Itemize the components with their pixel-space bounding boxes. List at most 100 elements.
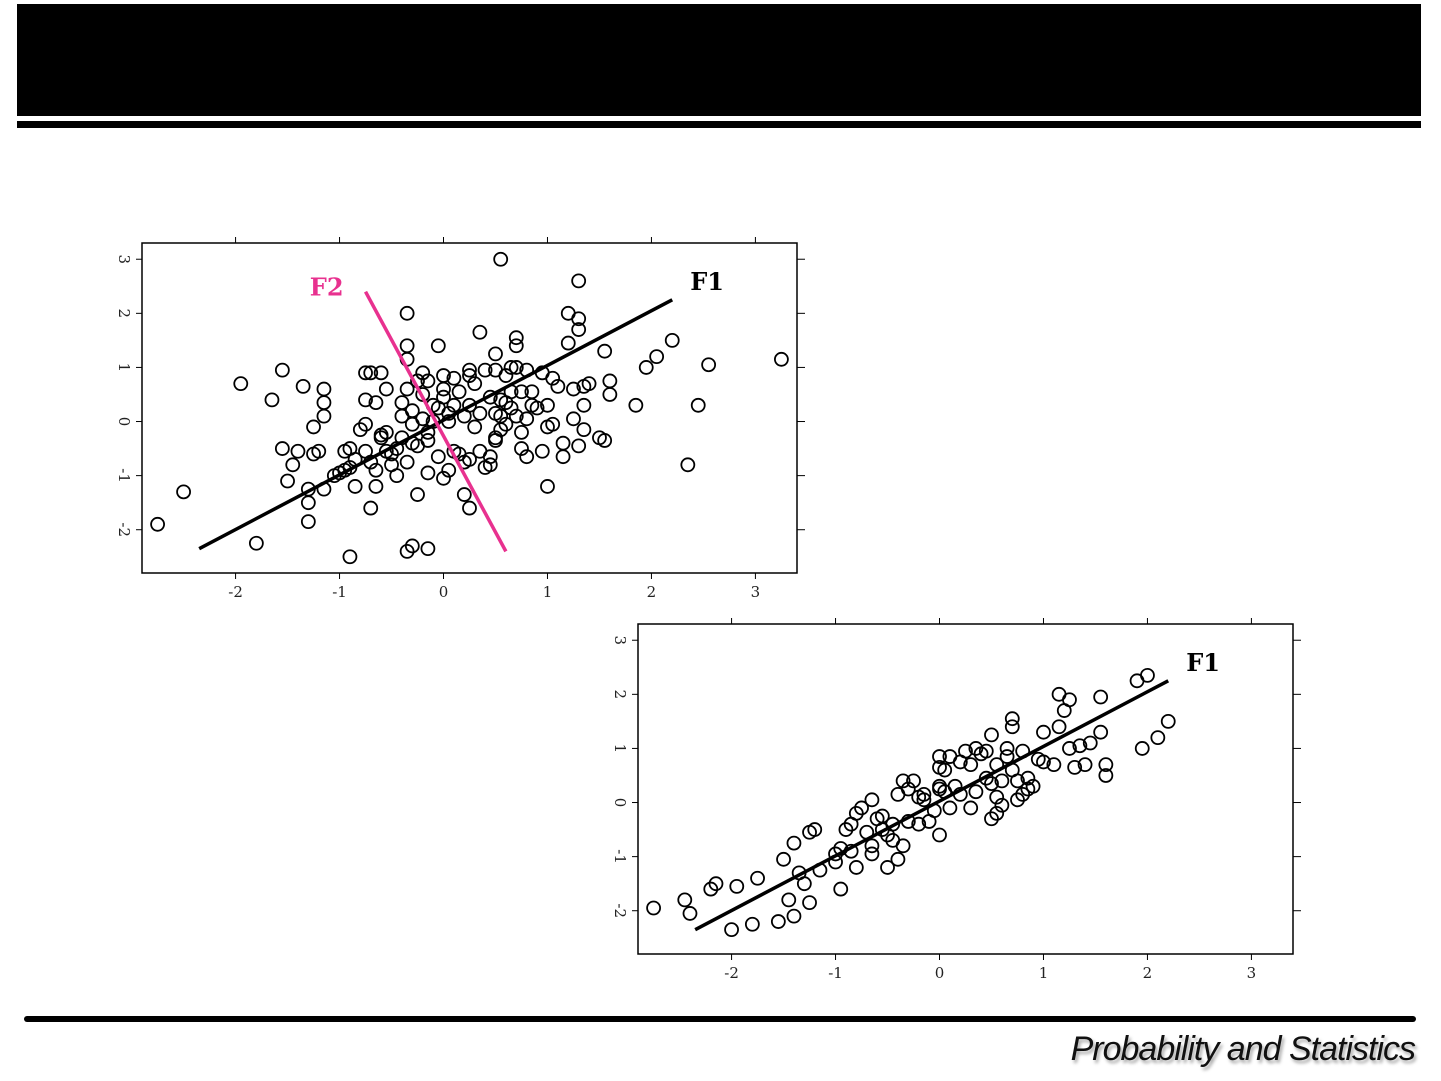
data-point [854,800,869,816]
data-point [602,387,618,402]
data-point [316,408,332,424]
data-point [1093,724,1109,740]
data-point [1134,741,1150,756]
data-point [680,457,696,473]
y-tick-label: 3 [115,254,133,264]
x-tick-label: 3 [751,583,761,601]
data-point [750,870,765,886]
data-point [649,349,665,365]
data-point [404,538,420,554]
data-point [399,454,415,470]
data-point [989,805,1005,821]
data-point [968,741,984,756]
data-point [602,373,618,389]
data-point [708,876,724,892]
data-point [664,332,680,348]
data-point [786,908,802,924]
data-point [347,479,363,494]
y-tick-label: -1 [115,468,133,483]
data-point [488,346,503,362]
data-point [571,438,587,454]
data-point [467,419,483,435]
data-point [378,424,394,440]
data-point [248,535,264,551]
data-point [399,305,415,321]
data-point [703,881,719,897]
data-point [508,338,524,354]
data-point [316,381,332,397]
data-point [508,408,524,424]
data-point [373,430,389,446]
data-point [1072,738,1088,754]
x-tick-label: -2 [228,583,243,601]
data-point [508,360,524,375]
data-point [1098,757,1114,773]
data-point [571,311,587,327]
data-point [895,773,911,789]
plot-frame [637,623,1294,955]
data-point [415,365,431,381]
data-point [1010,792,1025,808]
data-point [807,822,823,837]
data-point [394,395,410,410]
data-point [1140,667,1155,683]
data-point [358,416,373,432]
data-point [571,273,587,289]
data-point [462,500,477,516]
data-point [493,251,509,267]
axis-label-f1: F1 [690,267,724,296]
data-point [311,443,327,459]
data-point [932,749,947,764]
data-point [1010,773,1025,789]
data-point [906,773,921,789]
data-point [1062,692,1077,708]
data-point [514,424,529,440]
data-point [984,776,999,791]
data-point [900,781,916,797]
data-point [1160,713,1176,729]
x-tick-label: -1 [332,583,347,601]
data-point [352,422,368,438]
axis-line-f1 [694,679,1170,932]
axis-label-f1: F1 [1186,648,1220,677]
data-point [378,381,394,397]
data-point [864,838,880,854]
x-tick-label: -2 [724,964,739,982]
data-point [441,462,457,478]
data-point [937,762,953,778]
data-point [290,443,306,459]
data-point [342,549,358,565]
data-point [368,479,384,494]
data-point [316,395,332,410]
data-point [1036,754,1051,770]
data-point [833,881,849,897]
data-point [984,811,999,827]
data-point [508,330,524,346]
data-point [446,397,462,413]
data-point [781,892,797,908]
data-point [430,449,446,465]
data-point [597,343,613,359]
data-point [415,411,431,427]
data-point [373,365,389,381]
y-tick-label: 1 [115,363,133,373]
data-point [436,470,451,486]
header-rule [17,121,1421,128]
data-point [774,351,789,367]
x-tick-label: 1 [1039,964,1049,982]
data-point [911,816,927,832]
data-point [597,433,613,448]
data-point [472,324,488,340]
data-point [436,381,451,397]
data-point [1036,724,1051,740]
data-point [963,800,979,816]
data-point [477,362,493,378]
data-point [498,368,514,383]
data-point [1051,719,1067,735]
data-point [984,727,999,743]
y-tick-label: 2 [611,690,629,700]
x-tick-label: 2 [1143,964,1153,982]
data-point [462,451,477,467]
data-point [677,892,693,908]
data-point [729,878,745,894]
